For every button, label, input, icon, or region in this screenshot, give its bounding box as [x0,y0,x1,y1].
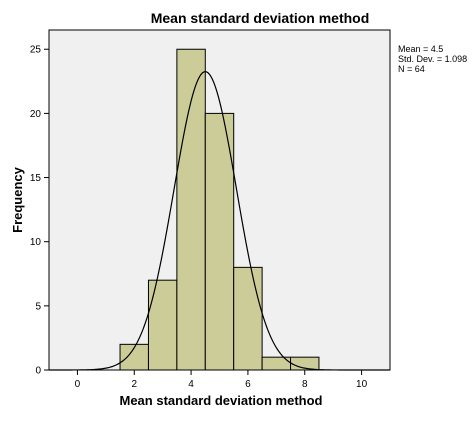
x-tick-label: 8 [302,379,308,390]
stats-line: N = 64 [398,64,425,74]
bars-layer [119,48,320,371]
y-tick-label: 5 [35,301,41,312]
axes-layer: 0 2 4 6 8 10 0 5 10 15 20 25 [30,45,368,390]
y-tick-label: 0 [35,366,41,377]
x-tick-label: 4 [188,379,194,390]
y-axis-title: Frequency [10,166,25,233]
histogram-bar-2 [147,279,178,371]
histogram-bar-5 [233,266,263,371]
x-tick-label: 2 [131,379,137,390]
x-tick-label: 0 [75,379,81,390]
histogram-bar-3 [176,48,206,371]
chart-title: Mean standard deviation method [151,10,370,26]
y-tick-label: 10 [30,237,42,248]
normal-curve [49,71,390,371]
stats-line: Std. Dev. = 1.098 [398,54,467,64]
y-tick-label: 20 [30,109,42,120]
y-tick-label: 15 [30,173,42,184]
x-tick-label: 10 [356,379,368,390]
x-tick-label: 6 [245,379,251,390]
x-axis-title: Mean standard deviation method [120,393,323,408]
stats-line: Mean = 4.5 [398,44,443,54]
y-tick-label: 25 [30,45,42,56]
histogram-bar-4 [204,112,235,371]
